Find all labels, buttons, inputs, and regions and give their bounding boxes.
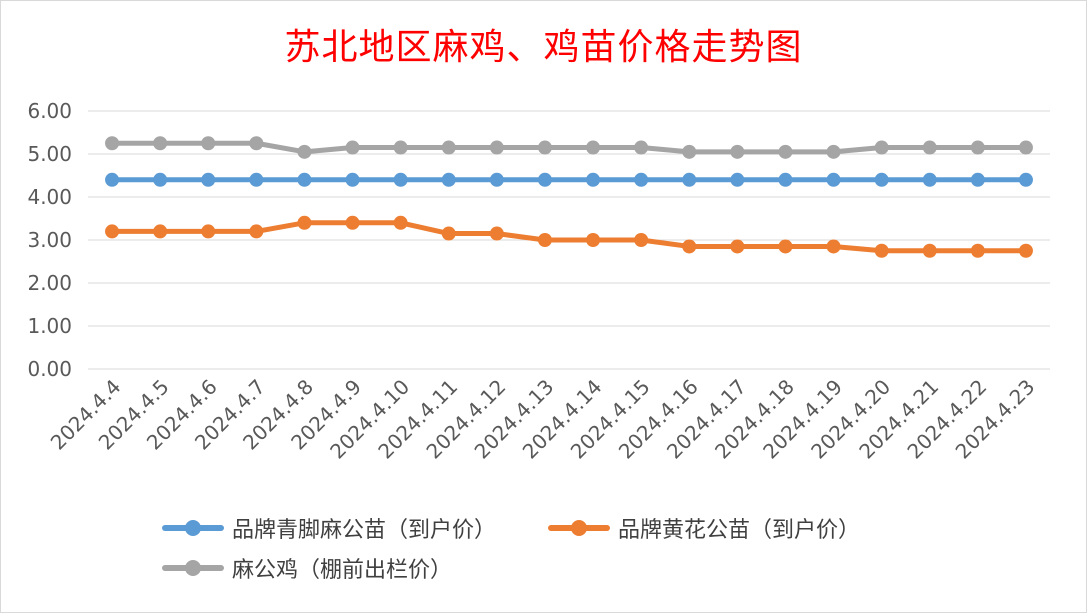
series-2-point-3 [249, 136, 264, 151]
series-2-point-7 [441, 140, 456, 155]
series-2-point-6 [393, 140, 408, 155]
legend-dot-0 [185, 520, 201, 536]
series-2-point-13 [730, 144, 745, 159]
y-tick-label-0: 0.00 [27, 357, 72, 381]
series-2-point-10 [586, 140, 601, 155]
legend-item-1: 品牌黄花公苗（到户价） [546, 512, 860, 544]
series-1-point-3 [249, 224, 264, 239]
legend-swatch-0 [160, 516, 226, 540]
series-2-point-8 [489, 140, 504, 155]
y-tick-label-3: 3.00 [27, 228, 72, 252]
series-2-point-14 [778, 144, 793, 159]
series-2-point-16 [874, 140, 889, 155]
series-2-point-1 [153, 136, 168, 151]
legend-dot-2 [185, 560, 201, 576]
series-0-point-16 [874, 172, 889, 187]
series-0-point-15 [826, 172, 841, 187]
series-2-point-0 [105, 136, 120, 151]
series-1-point-19 [1018, 243, 1033, 258]
series-0-point-13 [730, 172, 745, 187]
series-0-point-4 [297, 172, 312, 187]
series-2-point-18 [970, 140, 985, 155]
series-line-2 [109, 140, 1029, 155]
series-1-point-18 [970, 243, 985, 258]
legend-label-0: 品牌青脚麻公苗（到户价） [232, 518, 497, 543]
series-0-point-18 [970, 172, 985, 187]
series-1-point-16 [874, 243, 889, 258]
y-tick-label-1: 1.00 [27, 314, 72, 338]
series-1-point-11 [634, 233, 649, 247]
series-1-point-7 [441, 226, 456, 241]
series-2-point-15 [826, 144, 841, 159]
legend-item-0: 品牌青脚麻公苗（到户价） [160, 512, 496, 544]
series-1-point-9 [537, 233, 552, 247]
series-2-point-17 [922, 140, 937, 155]
series-1-point-6 [393, 215, 408, 230]
series-0-point-3 [249, 172, 264, 187]
series-1-point-0 [105, 224, 120, 239]
series-2-point-19 [1018, 140, 1033, 155]
series-line-1 [109, 220, 1029, 254]
series-2-point-5 [345, 140, 360, 155]
series-1-point-13 [730, 239, 745, 254]
series-1-point-15 [826, 239, 841, 254]
y-tick-label-4: 4.00 [27, 185, 72, 209]
series-0-point-2 [201, 172, 216, 187]
legend-swatch-1 [546, 516, 612, 540]
series-0-point-0 [105, 172, 120, 187]
series-0-point-19 [1018, 172, 1033, 187]
y-tick-label-5: 5.00 [27, 142, 72, 166]
series-0-point-17 [922, 172, 937, 187]
series-2-point-4 [297, 144, 312, 159]
series-2-point-2 [201, 136, 216, 151]
y-tick-label-6: 6.00 [27, 99, 72, 123]
series-1-point-10 [586, 233, 601, 247]
series-0-point-6 [393, 172, 408, 187]
series-1-point-1 [153, 224, 168, 239]
series-0-point-11 [634, 172, 649, 187]
legend-swatch-2 [160, 556, 226, 580]
series-2-point-12 [682, 144, 697, 159]
legend-item-2: 麻公鸡（棚前出栏价） [160, 552, 452, 584]
legend-label-2: 麻公鸡（棚前出栏价） [232, 558, 453, 583]
series-1-point-4 [297, 215, 312, 230]
series-0-point-8 [489, 172, 504, 187]
series-0-point-7 [441, 172, 456, 187]
series-0-point-10 [586, 172, 601, 187]
legend-label-1: 品牌黄花公苗（到户价） [618, 518, 861, 543]
legend-dot-1 [571, 520, 587, 536]
series-0-point-9 [537, 172, 552, 187]
series-1-point-2 [201, 224, 216, 239]
series-2-point-9 [537, 140, 552, 155]
series-2-point-11 [634, 140, 649, 155]
series-1-point-5 [345, 215, 360, 230]
series-0-point-1 [153, 172, 168, 187]
chart-title: 苏北地区麻鸡、鸡苗价格走势图 [284, 27, 803, 68]
series-0-point-14 [778, 172, 793, 187]
series-1-point-17 [922, 243, 937, 258]
y-tick-label-2: 2.00 [27, 271, 72, 295]
series-1-point-8 [489, 226, 504, 241]
series-0-point-12 [682, 172, 697, 187]
series-0-point-5 [345, 172, 360, 187]
series-1-point-14 [778, 239, 793, 254]
series-1-point-12 [682, 239, 697, 254]
